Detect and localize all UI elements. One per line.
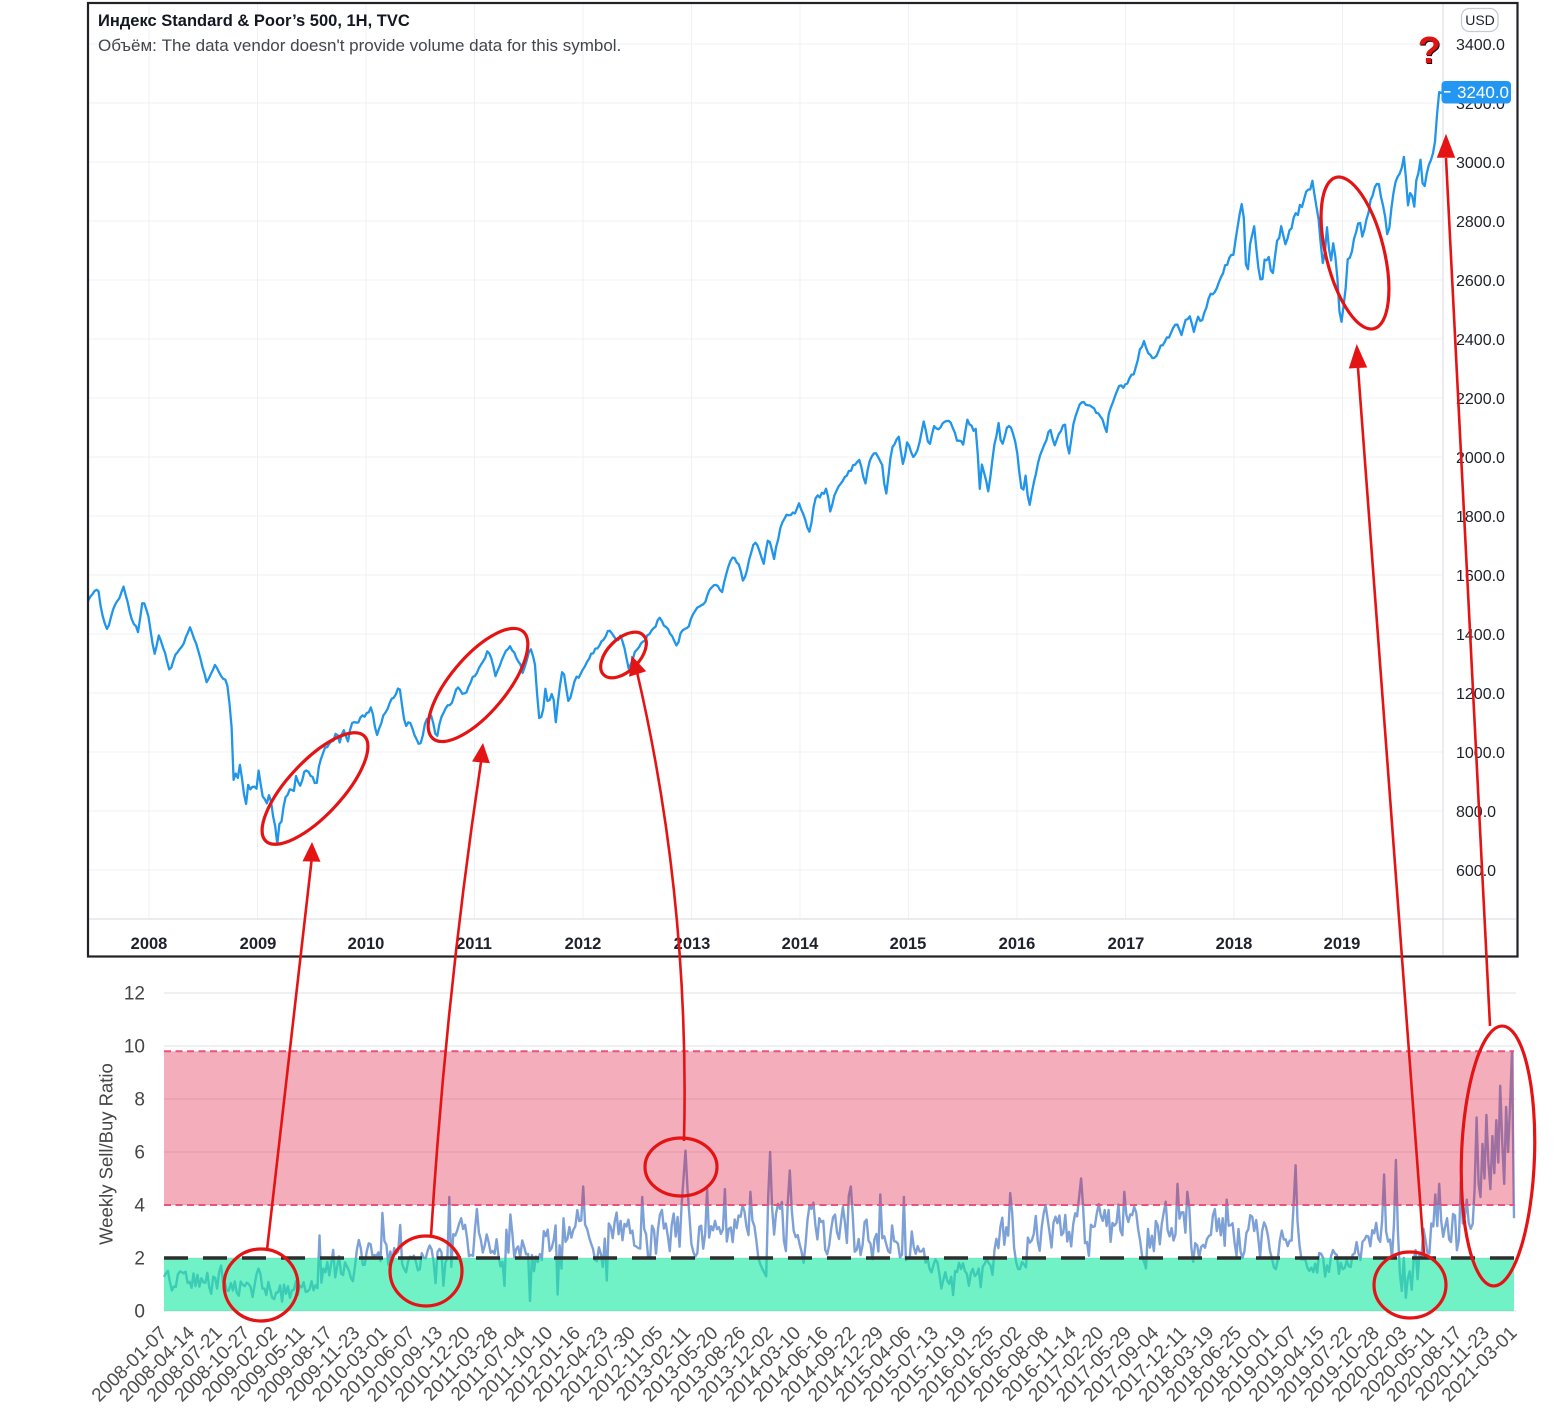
svg-text:2400.0: 2400.0	[1456, 332, 1505, 349]
svg-text:1400.0: 1400.0	[1456, 627, 1505, 644]
svg-text:2017: 2017	[1108, 935, 1145, 953]
svg-text:2014: 2014	[782, 935, 820, 953]
svg-text:8: 8	[134, 1090, 145, 1111]
svg-text:2600.0: 2600.0	[1456, 273, 1505, 290]
svg-text:2011: 2011	[456, 935, 492, 953]
svg-text:2016: 2016	[999, 935, 1036, 953]
svg-text:3400.0: 3400.0	[1456, 37, 1505, 54]
svg-text:2018: 2018	[1216, 935, 1253, 953]
svg-text:USD: USD	[1465, 12, 1495, 28]
svg-text:2008: 2008	[131, 935, 168, 953]
svg-text:10: 10	[124, 1037, 145, 1058]
svg-text:2012: 2012	[565, 935, 602, 953]
svg-text:1600.0: 1600.0	[1456, 568, 1505, 585]
svg-text:2: 2	[134, 1249, 145, 1270]
svg-text:0: 0	[134, 1302, 145, 1323]
svg-text:2800.0: 2800.0	[1456, 214, 1505, 231]
svg-text:2010: 2010	[348, 935, 385, 953]
svg-text:4: 4	[134, 1196, 145, 1217]
svg-text:1000.0: 1000.0	[1456, 745, 1505, 762]
svg-text:3240.0: 3240.0	[1457, 83, 1509, 102]
svg-text:1200.0: 1200.0	[1456, 686, 1505, 703]
svg-text:?: ?	[1418, 30, 1441, 72]
svg-text:2000.0: 2000.0	[1456, 450, 1505, 467]
svg-text:3200.0: 3200.0	[1456, 96, 1505, 113]
svg-text:600.0: 600.0	[1456, 863, 1496, 880]
svg-text:6: 6	[134, 1143, 145, 1164]
svg-text:?: ?	[1419, 31, 1442, 73]
svg-text:Weekly Sell/Buy Ratio: Weekly Sell/Buy Ratio	[96, 1063, 117, 1245]
svg-text:Индекс Standard & Poor’s 500,: Индекс Standard & Poor’s 500, 1H, TVC	[98, 12, 410, 30]
svg-text:3000.0: 3000.0	[1456, 155, 1505, 172]
svg-text:2200.0: 2200.0	[1456, 391, 1505, 408]
svg-text:2009: 2009	[240, 935, 277, 953]
svg-text:2015: 2015	[890, 935, 927, 953]
svg-text:12: 12	[124, 984, 145, 1005]
svg-text:2013: 2013	[674, 935, 711, 953]
svg-text:1800.0: 1800.0	[1456, 509, 1505, 526]
svg-text:2019: 2019	[1324, 935, 1361, 953]
svg-text:Объём: The data vendor doesn't: Объём: The data vendor doesn't provide v…	[98, 36, 621, 55]
svg-text:800.0: 800.0	[1456, 804, 1496, 821]
